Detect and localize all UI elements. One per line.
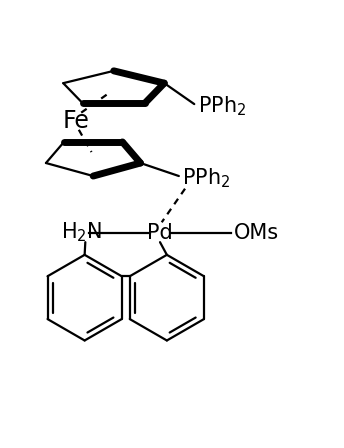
Text: H$_2$N: H$_2$N	[61, 221, 102, 244]
Text: Fe: Fe	[63, 109, 89, 133]
Text: Pd: Pd	[147, 223, 173, 242]
Text: PPh$_2$: PPh$_2$	[182, 166, 231, 190]
Text: PPh$_2$: PPh$_2$	[198, 94, 246, 117]
Text: OMs: OMs	[234, 223, 279, 242]
